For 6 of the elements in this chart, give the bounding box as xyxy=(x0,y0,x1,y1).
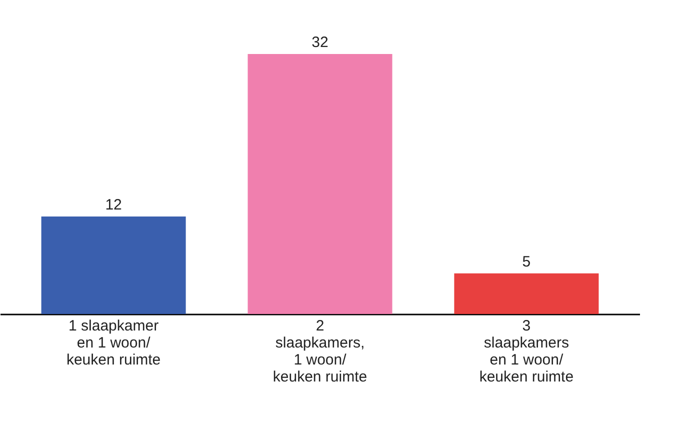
x-tick-label: 3 slaapkamers en 1 woon/ keuken ruimte xyxy=(479,318,574,386)
data-label: 32 xyxy=(312,34,328,51)
data-label: 12 xyxy=(105,196,122,214)
x-tick-label: 2 slaapkamers, 1 woon/ keuken ruimte xyxy=(272,318,368,386)
x-tick-label: 1 slaapkamer en 1 woon/ keuken ruimte xyxy=(66,318,161,368)
data-label: 5 xyxy=(522,253,531,270)
